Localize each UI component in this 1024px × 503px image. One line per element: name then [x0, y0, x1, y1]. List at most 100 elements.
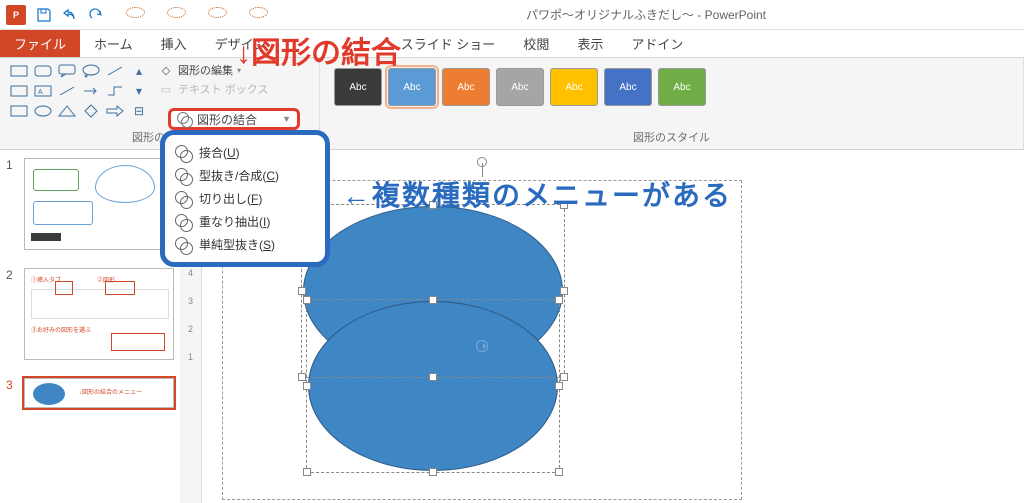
- shape-style-preset[interactable]: Abc: [334, 68, 382, 106]
- thumb-preview: ①挿入タブ ②図形 ③お好みの図形を選ぶ: [24, 268, 174, 360]
- textbox-icon: ▭: [158, 81, 174, 97]
- gallery-scroll-up-icon[interactable]: ▴: [128, 62, 150, 80]
- resize-handle[interactable]: [555, 468, 563, 476]
- shape-arrow-icon[interactable]: [80, 82, 102, 100]
- shape-styles-gallery[interactable]: AbcAbcAbcAbcAbcAbcAbc: [328, 62, 1015, 106]
- oval-preset-icon[interactable]: [208, 7, 227, 18]
- thumbnail-3[interactable]: 3 ↓図形の結合のメニュー: [6, 378, 174, 408]
- shape-style-preset[interactable]: Abc: [550, 68, 598, 106]
- ribbon: ▴ A ▾ ⊟ ◇図形の編集▾ ▭テキスト ボックス 図形の挿入 AbcAb: [0, 58, 1024, 150]
- merge-menu-item[interactable]: 切り出し(F): [169, 187, 321, 210]
- resize-handle[interactable]: [298, 287, 306, 295]
- powerpoint-icon: P: [6, 5, 26, 25]
- resize-handle[interactable]: [303, 382, 311, 390]
- window-title: パワポ～オリジナルふきだし～ - PowerPoint: [268, 6, 1024, 23]
- thumbnail-2[interactable]: 2 ①挿入タブ ②図形 ③お好みの図形を選ぶ: [6, 268, 174, 360]
- shape-style-preset[interactable]: Abc: [658, 68, 706, 106]
- shape-rounded-rect-icon[interactable]: [32, 62, 54, 80]
- group-shape-styles: AbcAbcAbcAbcAbcAbcAbc 図形のスタイル: [320, 58, 1024, 149]
- shape-style-preset[interactable]: Abc: [388, 68, 436, 106]
- resize-handle[interactable]: [303, 468, 311, 476]
- shape-line2-icon[interactable]: [56, 82, 78, 100]
- save-icon[interactable]: [36, 7, 52, 23]
- thumb-number: 2: [6, 268, 18, 360]
- merge-menu-item[interactable]: 接合(U): [169, 141, 321, 164]
- tab-file[interactable]: ファイル: [0, 30, 80, 57]
- merge-option-icon: [175, 145, 191, 161]
- merge-option-label: 単純型抜き(S): [199, 236, 275, 253]
- merge-shapes-button[interactable]: 図形の結合 ▼: [168, 108, 300, 130]
- rotation-handle[interactable]: [476, 340, 488, 352]
- resize-handle[interactable]: [560, 373, 568, 381]
- slide-thumbnails: 1 2 ①挿入タブ ②図形 ③お好みの図形を選ぶ 3: [0, 150, 180, 503]
- shape-rect3-icon[interactable]: [8, 102, 30, 120]
- resize-handle[interactable]: [555, 382, 563, 390]
- shape-connector-icon[interactable]: [104, 82, 126, 100]
- titlebar: P パワポ～オリジナルふきだし～ - PowerPoint: [0, 0, 1024, 30]
- svg-text:A: A: [38, 89, 43, 96]
- ruler-mark: 1: [188, 352, 193, 362]
- merge-menu-item[interactable]: 型抜き/合成(C): [169, 164, 321, 187]
- tab-slideshow[interactable]: スライド ショー: [387, 30, 510, 57]
- undo-icon[interactable]: [62, 7, 78, 23]
- merge-option-icon: [175, 214, 191, 230]
- shape-textbox-icon[interactable]: A: [32, 82, 54, 100]
- shape-style-preset[interactable]: Abc: [496, 68, 544, 106]
- merge-option-label: 接合(U): [199, 144, 240, 161]
- merge-menu-item[interactable]: 単純型抜き(S): [169, 233, 321, 256]
- shape-arrow2-icon[interactable]: [104, 102, 126, 120]
- resize-handle[interactable]: [429, 468, 437, 476]
- thumb-preview: [24, 158, 174, 250]
- tab-addins[interactable]: アドイン: [617, 30, 697, 57]
- redo-icon[interactable]: [88, 7, 104, 23]
- resize-handle[interactable]: [560, 287, 568, 295]
- oval-preset-icon[interactable]: [249, 7, 268, 18]
- resize-handle[interactable]: [303, 296, 311, 304]
- shape-style-preset[interactable]: Abc: [442, 68, 490, 106]
- annotation-merge-shapes: ↓図形の結合: [236, 28, 401, 72]
- shape-triangle-icon[interactable]: [56, 102, 78, 120]
- shapes-gallery[interactable]: ▴ A ▾ ⊟: [8, 62, 150, 120]
- gallery-scroll-down-icon[interactable]: ▾: [128, 82, 150, 100]
- shape-oval-icon[interactable]: [32, 102, 54, 120]
- gallery-more-icon[interactable]: ⊟: [128, 102, 150, 120]
- resize-handle[interactable]: [555, 296, 563, 304]
- selection-outline-2: [306, 299, 560, 473]
- tab-home[interactable]: ホーム: [80, 30, 147, 57]
- merge-option-label: 型抜き/合成(C): [199, 167, 279, 184]
- thumb-number: 3: [6, 378, 18, 408]
- tab-insert[interactable]: 挿入: [147, 30, 201, 57]
- thumb-preview: ↓図形の結合のメニュー: [24, 378, 174, 408]
- textbox-label: テキスト ボックス: [178, 81, 268, 97]
- tab-view[interactable]: 表示: [563, 30, 617, 57]
- shape-rect2-icon[interactable]: [8, 82, 30, 100]
- quick-access-toolbar: [36, 7, 268, 23]
- merge-option-label: 切り出し(F): [199, 190, 262, 207]
- shape-diamond-icon[interactable]: [80, 102, 102, 120]
- merge-shapes-icon: [177, 112, 191, 126]
- merge-option-icon: [175, 191, 191, 207]
- merge-option-label: 重なり抽出(I): [199, 213, 270, 230]
- annotation-menu-types: ←複数種類のメニューがある: [342, 174, 732, 214]
- ruler-mark: 2: [188, 324, 193, 334]
- rotation-handle-top[interactable]: [477, 157, 487, 167]
- textbox-button[interactable]: ▭テキスト ボックス: [158, 81, 268, 97]
- ruler-mark: 4: [188, 268, 193, 278]
- thumbnail-1[interactable]: 1: [6, 158, 174, 250]
- shape-callout-icon[interactable]: [56, 62, 78, 80]
- merge-menu-item[interactable]: 重なり抽出(I): [169, 210, 321, 233]
- thumb-number: 1: [6, 158, 18, 250]
- merge-shapes-menu: 接合(U) 型抜き/合成(C) 切り出し(F) 重なり抽出(I) 単純型抜き(S): [160, 130, 330, 267]
- oval-preset-icon[interactable]: [167, 7, 186, 18]
- shape-style-preset[interactable]: Abc: [604, 68, 652, 106]
- oval-preset-icon[interactable]: [126, 7, 145, 18]
- merge-option-icon: [175, 168, 191, 184]
- shape-line-icon[interactable]: [104, 62, 126, 80]
- group-label-shape-styles: 図形のスタイル: [328, 127, 1015, 149]
- shape-rect-icon[interactable]: [8, 62, 30, 80]
- shape-cloud-callout-icon[interactable]: [80, 62, 102, 80]
- ribbon-tabs: ファイル ホーム 挿入 デザイン 画面切り替え スライド ショー 校閲 表示 ア…: [0, 30, 1024, 58]
- tab-review[interactable]: 校閲: [509, 30, 563, 57]
- resize-handle[interactable]: [429, 296, 437, 304]
- resize-handle[interactable]: [298, 373, 306, 381]
